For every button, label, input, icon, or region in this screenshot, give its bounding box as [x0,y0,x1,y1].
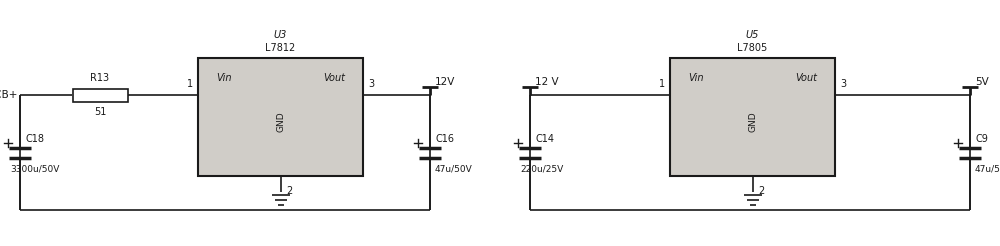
Text: 3300u/50V: 3300u/50V [10,165,59,173]
Bar [670,58,835,176]
Text: 12V: 12V [435,77,455,87]
Text: 5V: 5V [975,77,989,87]
Text: 47u/50V: 47u/50V [435,165,473,173]
Text: Vout: Vout [323,73,345,83]
Text: PCB+: PCB+ [0,90,17,100]
Text: C16: C16 [435,135,454,144]
Text: U5: U5 [746,30,759,40]
Text: 1: 1 [187,79,193,89]
Text: L7805: L7805 [737,43,768,53]
Text: R13: R13 [90,73,110,83]
Text: 47u/50V: 47u/50V [975,165,1000,173]
Text: Vout: Vout [795,73,817,83]
Text: 51: 51 [94,107,106,117]
Text: Vin: Vin [216,73,232,83]
Text: 220u/25V: 220u/25V [520,165,563,173]
Text: GND: GND [748,112,757,132]
Text: C18: C18 [25,135,44,144]
Text: U3: U3 [274,30,287,40]
Text: 1: 1 [659,79,665,89]
Text: 2: 2 [287,186,293,196]
Text: C14: C14 [535,135,554,144]
Text: 2: 2 [759,186,765,196]
Text: L7812: L7812 [265,43,296,53]
Text: 3: 3 [840,79,846,89]
Text: C9: C9 [975,135,988,144]
Text: GND: GND [276,112,285,132]
Bar [198,58,363,176]
Text: 3: 3 [368,79,374,89]
Text: 12 V: 12 V [535,77,559,87]
Bar [72,89,128,102]
Text: Vin: Vin [688,73,704,83]
